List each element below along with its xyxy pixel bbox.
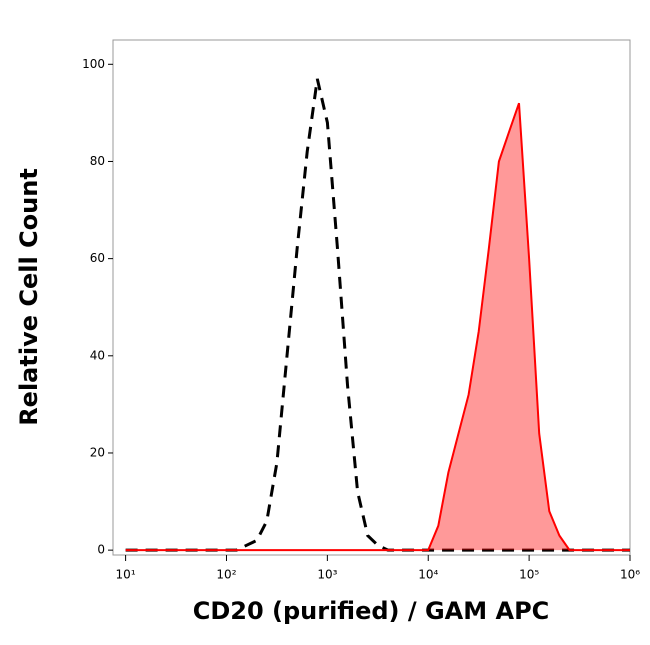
histogram-area <box>125 103 630 551</box>
x-tick-label: 10¹ <box>116 568 136 582</box>
x-tick-label: 10⁶ <box>620 568 640 582</box>
x-tick-label: 10² <box>216 568 236 582</box>
y-tick-label: 20 <box>90 445 105 459</box>
x-tick-label: 10⁵ <box>519 568 539 582</box>
x-tick-label: 10³ <box>317 568 337 582</box>
y-tick-label: 60 <box>90 251 105 265</box>
y-tick-label: 0 <box>97 543 105 557</box>
y-tick-label: 80 <box>90 154 105 168</box>
y-tick-label: 40 <box>90 348 105 362</box>
y-axis-title: Relative Cell Count <box>15 168 43 426</box>
y-tick-label: 100 <box>82 57 105 71</box>
x-axis-title: CD20 (purified) / GAM APC <box>193 597 550 625</box>
plot-frame <box>112 39 631 556</box>
histogram-line <box>125 102 630 552</box>
histogram-line <box>125 78 630 552</box>
x-tick-label: 10⁴ <box>418 568 438 582</box>
